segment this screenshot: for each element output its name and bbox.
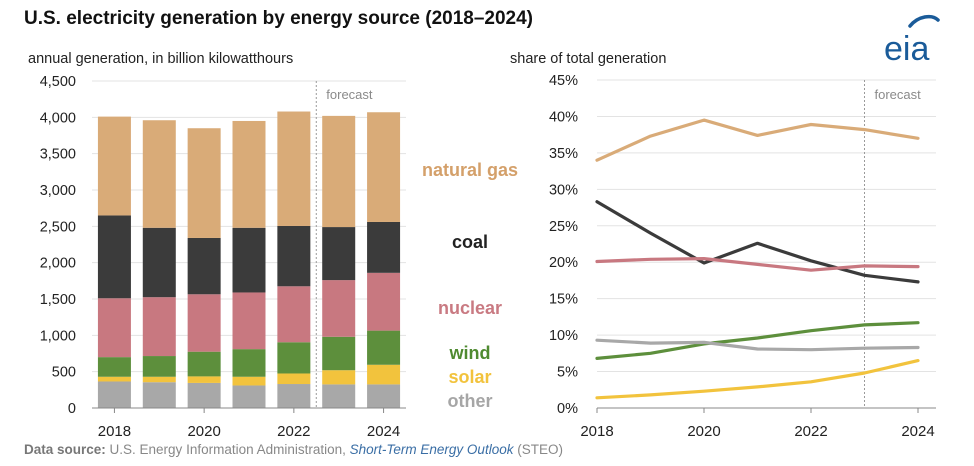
right-x-tick-label: 2022	[794, 423, 827, 440]
data-source-publication: Short-Term Energy Outlook	[349, 442, 514, 457]
bar-segment-nuclear	[322, 280, 356, 337]
right-y-tick-label: 15%	[549, 292, 578, 308]
left-y-tick-label: 0	[68, 401, 76, 417]
logo-text: eia	[884, 30, 929, 68]
left-y-tick-label: 3,500	[40, 147, 76, 163]
bar-segment-nuclear	[367, 272, 401, 331]
bar-segment-other	[187, 382, 221, 408]
left-bar-chart: annual generation, in billion kilowattho…	[28, 51, 406, 440]
logo-swoosh	[908, 14, 940, 28]
right-y-tick-label: 30%	[549, 182, 578, 198]
bar-segment-nuclear	[187, 294, 221, 352]
bar-segment-wind	[322, 336, 356, 371]
chart-canvas: annual generation, in billion kilowattho…	[28, 51, 936, 440]
bar-segment-natural_gas	[187, 128, 221, 238]
legend-label-other: other	[448, 391, 493, 411]
bar-segment-solar	[187, 376, 221, 383]
line-series-solar	[595, 359, 920, 400]
data-source-text: U.S. Energy Information Administration,	[105, 442, 350, 457]
right-y-tick-label: 35%	[549, 146, 578, 162]
left-subtitle: annual generation, in billion kilowattho…	[28, 51, 293, 67]
bar-segment-nuclear	[277, 286, 311, 343]
right-y-tick-label: 40%	[549, 109, 578, 125]
left-y-tick-label: 1,500	[40, 292, 76, 308]
bar-segment-wind	[277, 342, 311, 374]
bar-segment-wind	[187, 351, 221, 377]
bar-segment-nuclear	[97, 298, 131, 358]
bar-segment-natural_gas	[142, 120, 176, 228]
right-line-chart: share of total generation 0% 5% 10% 15% 20% 25…	[510, 51, 936, 440]
bar-segment-other	[232, 385, 266, 408]
bar-segment-solar	[277, 373, 311, 385]
bar-segment-coal	[187, 237, 221, 295]
right-y-tick-label: 20%	[549, 255, 578, 271]
left-y-tick-label: 1,000	[40, 328, 76, 344]
bar-segment-coal	[142, 227, 176, 298]
bar-segment-coal	[322, 227, 356, 281]
legend-label-natural-gas: natural gas	[422, 160, 518, 180]
line-series-wind	[595, 321, 920, 360]
eia-logo: eia	[884, 14, 940, 68]
left-x-tick-label: 2024	[367, 423, 400, 440]
bar-segment-natural_gas	[367, 112, 401, 222]
line-series-other	[595, 338, 920, 352]
left-y-tick-label: 4,500	[40, 74, 76, 90]
right-y-tick-label: 5%	[557, 365, 578, 381]
legend-label-solar: solar	[448, 367, 491, 387]
legend-label-wind: wind	[449, 343, 491, 363]
left-x-tick-label: 2020	[187, 423, 220, 440]
right-y-tick-label: 45%	[549, 73, 578, 89]
bar-segment-other	[367, 384, 401, 408]
data-source-suffix: (STEO)	[513, 442, 563, 457]
bar-segment-solar	[97, 376, 131, 382]
line-series-nuclear	[595, 257, 920, 272]
bar-segment-natural_gas	[232, 120, 266, 228]
bar-segment-other	[277, 384, 311, 408]
bar-segment-wind	[142, 356, 176, 377]
bar-segment-other	[142, 382, 176, 408]
right-forecast-label: forecast	[875, 87, 922, 102]
legend-label-coal: coal	[452, 232, 488, 252]
bar-segment-other	[322, 384, 356, 408]
bar-segment-wind	[367, 330, 401, 365]
bar-segment-nuclear	[232, 292, 266, 350]
right-y-tick-label: 25%	[549, 219, 578, 235]
bar-segment-coal	[232, 227, 266, 293]
bar-segment-natural_gas	[322, 115, 356, 228]
left-y-tick-label: 2,500	[40, 219, 76, 235]
left-y-tick-label: 500	[52, 365, 76, 381]
left-x-tick-label: 2022	[277, 423, 310, 440]
right-subtitle: share of total generation	[510, 51, 666, 67]
bar-segment-other	[97, 381, 131, 408]
bar-segment-natural_gas	[277, 111, 311, 226]
right-x-tick-label: 2018	[580, 423, 613, 440]
right-x-tick-label: 2024	[901, 423, 934, 440]
legend: natural gas coal nuclear wind solar other	[422, 160, 518, 411]
bar-segment-solar	[232, 376, 266, 386]
line-series-coal	[595, 200, 920, 284]
bar-segment-solar	[322, 370, 356, 385]
bar-segment-coal	[277, 225, 311, 287]
chart-title: U.S. electricity generation by energy so…	[24, 8, 534, 29]
legend-label-nuclear: nuclear	[438, 298, 502, 318]
bar-segment-coal	[97, 215, 131, 299]
right-x-tick-label: 2020	[687, 423, 720, 440]
bar-segment-natural_gas	[97, 116, 131, 216]
left-x-tick-label: 2018	[98, 423, 131, 440]
data-source-label: Data source:	[24, 442, 106, 457]
data-source-note: Data source: U.S. Energy Information Adm…	[24, 442, 563, 457]
bar-segment-solar	[367, 364, 401, 385]
bar-segment-nuclear	[142, 297, 176, 357]
right-y-tick-label: 0%	[557, 401, 578, 417]
bar-segment-wind	[232, 349, 266, 377]
bar-segment-coal	[367, 221, 401, 273]
bar-segment-wind	[97, 357, 131, 377]
bar-segment-solar	[142, 376, 176, 383]
right-y-tick-label: 10%	[549, 328, 578, 344]
left-y-tick-label: 2,000	[40, 256, 76, 272]
left-y-tick-label: 3,000	[40, 183, 76, 199]
left-y-tick-label: 4,000	[40, 110, 76, 126]
line-series-natural-gas	[595, 118, 920, 162]
left-forecast-label: forecast	[326, 87, 373, 102]
